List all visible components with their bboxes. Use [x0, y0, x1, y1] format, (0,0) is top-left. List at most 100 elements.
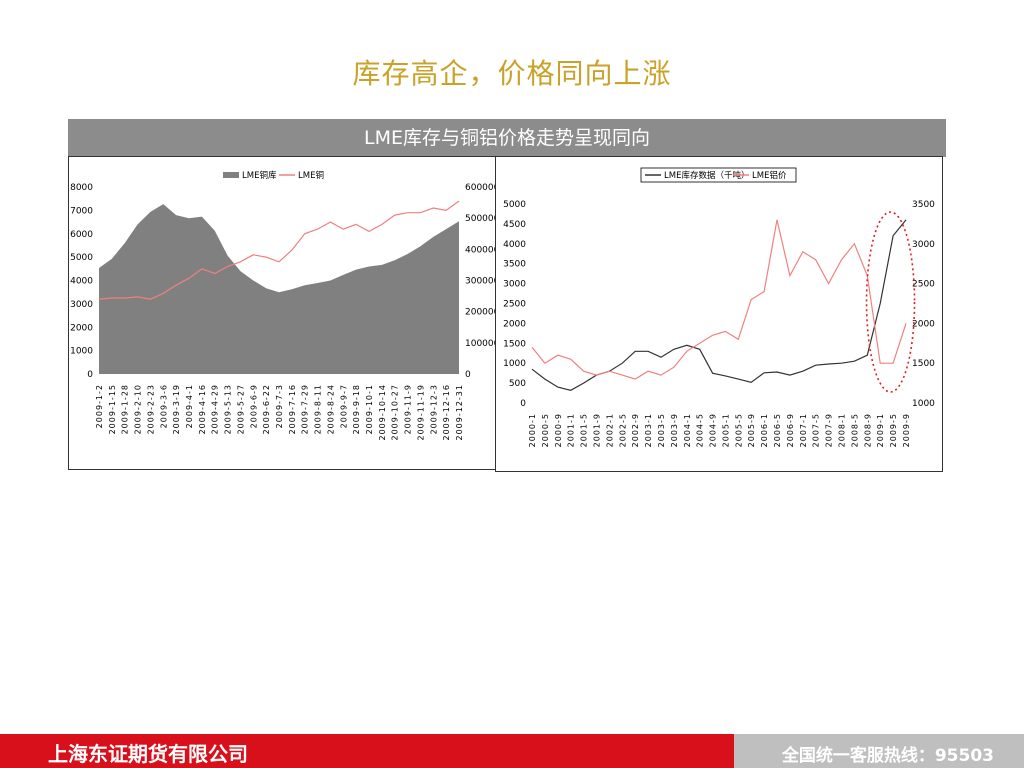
- y-left-tick-label: 5000: [70, 253, 93, 263]
- x-tick-label: 2008-9: [863, 413, 872, 447]
- y-right-tick-label: 100000: [465, 339, 496, 349]
- y-left-tick-label: 1500: [503, 339, 526, 349]
- x-tick-label: 2009-5-13: [224, 384, 233, 434]
- y-right-tick-label: 2500: [912, 280, 935, 290]
- y-left-tick-label: 0: [520, 399, 526, 409]
- legend-swatch: [223, 172, 239, 178]
- x-tick-label: 2009-1: [876, 413, 885, 447]
- x-tick-label: 2009-2-10: [134, 384, 143, 434]
- x-tick-label: 2009-12-3: [429, 384, 438, 434]
- x-tick-label: 2009-3-6: [159, 384, 168, 428]
- x-tick-label: 2009-11-19: [416, 384, 425, 441]
- legend-label: LME铜: [298, 170, 324, 181]
- x-tick-label: 2002-1: [605, 413, 614, 447]
- x-tick-label: 2000-9: [554, 413, 563, 447]
- y-left-tick-label: 3500: [503, 260, 526, 270]
- x-tick-label: 2009-8-24: [326, 384, 335, 434]
- x-tick-label: 2009-6-22: [262, 384, 271, 434]
- x-tick-label: 2009-5: [889, 413, 898, 447]
- y-right-tick-label: 1500: [912, 359, 935, 369]
- y-right-tick-label: 500000: [465, 214, 496, 224]
- x-tick-label: 2006-1: [760, 413, 769, 447]
- chart-banner: LME库存与铜铝价格走势呈现同向: [68, 119, 946, 157]
- y-left-tick-label: 7000: [70, 206, 93, 216]
- x-tick-label: 2009-10-14: [378, 384, 387, 441]
- x-tick-label: 2004-1: [683, 413, 692, 447]
- x-tick-label: 2007-5: [812, 413, 821, 447]
- x-tick-label: 2009-5-27: [236, 384, 245, 434]
- slide-title: 库存高企，价格同向上涨: [352, 57, 672, 90]
- x-tick-label: 2001-1: [567, 413, 576, 447]
- x-tick-label: 2001-5: [580, 413, 589, 447]
- aluminum-chart: 0 500 1000 1500 2000 2500 3000 3500 4000 4500 5000…: [503, 167, 935, 447]
- copper-chart-panel: 0 1000 2000 3000 4000 5000 6000 7000 8000 0 100000…: [68, 156, 500, 470]
- x-tick-label: 2009-6-9: [249, 384, 258, 428]
- x-tick-label: 2009-9: [902, 413, 911, 447]
- y-left-tick-label: 4500: [503, 220, 526, 230]
- y-left-tick-label: 8000: [70, 183, 93, 193]
- legend-label: LME铝价: [752, 170, 787, 181]
- y-right-tick-label: 200000: [465, 308, 496, 318]
- x-tick-label: 2002-9: [631, 413, 640, 447]
- y-right-tick-label: 1000: [912, 399, 935, 409]
- x-tick-label: 2000-1: [528, 413, 537, 447]
- x-tick-label: 2009-9-18: [352, 384, 361, 434]
- x-tick-label: 2006-9: [786, 413, 795, 447]
- x-tick-label: 2009-12-31: [455, 384, 464, 441]
- x-tick-label: 2005-9: [747, 413, 756, 447]
- x-tick-label: 2004-9: [709, 413, 718, 447]
- y-left-tick-label: 2000: [70, 323, 93, 333]
- x-tick-label: 2007-1: [799, 413, 808, 447]
- footer-bar: 上海东证期货有限公司 全国统一客服热线：95503: [0, 734, 1024, 768]
- x-tick-label: 2009-4-16: [198, 384, 207, 434]
- x-tick-label: 2009-12-16: [442, 384, 451, 441]
- x-tick-label: 2006-5: [773, 413, 782, 447]
- x-tick-label: 2002-5: [618, 413, 627, 447]
- legend-box: [219, 168, 329, 182]
- x-tick-label: 2003-5: [657, 413, 666, 447]
- x-tick-label: 2003-9: [670, 413, 679, 447]
- x-tick-label: 2009-1-2: [95, 384, 104, 428]
- y-left-tick-label: 4000: [503, 240, 526, 250]
- legend-label: LME铜库: [242, 170, 277, 181]
- aluminum-chart-panel: 0 500 1000 1500 2000 2500 3000 3500 4000 4500 5000…: [495, 156, 943, 472]
- y-right-tick-label: 3500: [912, 200, 935, 210]
- legend-label: LME库存数据（千吨）: [664, 170, 749, 181]
- series-area-LME铜库: [99, 204, 459, 374]
- x-tick-label: 2009-3-19: [172, 384, 181, 434]
- y-left-tick-label: 3000: [70, 300, 93, 310]
- footer-hotline: 全国统一客服热线：95503: [781, 746, 994, 766]
- y-right-tick-label: 2000: [912, 319, 935, 329]
- y-left-tick-label: 1000: [503, 359, 526, 369]
- x-tick-label: 2008-1: [838, 413, 847, 447]
- x-tick-label: 2009-7-29: [301, 384, 310, 434]
- y-right-tick-label: 3000: [912, 240, 935, 250]
- x-tick-label: 2009-7-16: [288, 384, 297, 434]
- x-tick-label: 2001-9: [592, 413, 601, 447]
- x-tick-label: 2009-1-15: [108, 384, 117, 434]
- x-tick-label: 2009-4-29: [211, 384, 220, 434]
- footer-company: 上海东证期货有限公司: [48, 742, 248, 766]
- x-tick-label: 2005-1: [721, 413, 730, 447]
- x-tick-label: 2004-5: [696, 413, 705, 447]
- x-tick-label: 2009-9-7: [339, 384, 348, 428]
- highlight-ellipse: [865, 211, 916, 393]
- x-tick-label: 2009-8-11: [314, 384, 323, 434]
- x-tick-label: 2007-9: [825, 413, 834, 447]
- y-left-tick-label: 3000: [503, 280, 526, 290]
- x-tick-label: 2009-11-9: [404, 384, 413, 434]
- y-left-tick-label: 1000: [70, 347, 93, 357]
- y-left-tick-label: 6000: [70, 230, 93, 240]
- x-tick-label: 2008-5: [850, 413, 859, 447]
- x-tick-label: 2009-1-28: [121, 384, 130, 434]
- x-tick-label: 2003-1: [644, 413, 653, 447]
- copper-chart: 0 1000 2000 3000 4000 5000 6000 7000 8000 0 100000…: [70, 168, 500, 441]
- x-tick-label: 2009-2-23: [146, 384, 155, 434]
- y-left-tick-label: 2500: [503, 300, 526, 310]
- footer-hotline-box: [734, 734, 1024, 768]
- y-left-tick-label: 5000: [503, 200, 526, 210]
- series-line-LME库存数据（千吨）: [531, 219, 907, 391]
- y-left-tick-label: 4000: [70, 277, 93, 287]
- x-tick-label: 2000-5: [541, 413, 550, 447]
- y-right-tick-label: 400000: [465, 245, 496, 255]
